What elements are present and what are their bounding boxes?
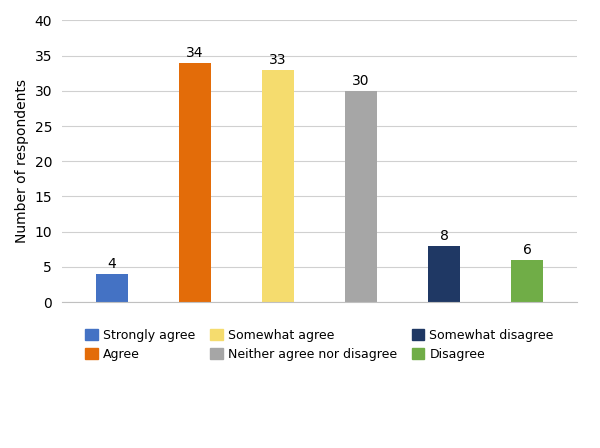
Text: 8: 8 [440,229,449,243]
Text: 33: 33 [269,53,287,67]
Y-axis label: Number of respondents: Number of respondents [15,79,29,243]
Bar [96,274,128,302]
Bar [345,91,377,302]
Legend: Strongly agree, Agree, Somewhat agree, Neither agree nor disagree, Somewhat disa: Strongly agree, Agree, Somewhat agree, N… [79,323,560,367]
Text: 4: 4 [107,257,116,271]
Bar [428,246,460,302]
Bar [511,260,543,302]
Text: 30: 30 [352,74,370,88]
Text: 6: 6 [523,243,532,257]
Bar [179,63,211,302]
Text: 34: 34 [186,46,203,60]
Bar [262,70,294,302]
